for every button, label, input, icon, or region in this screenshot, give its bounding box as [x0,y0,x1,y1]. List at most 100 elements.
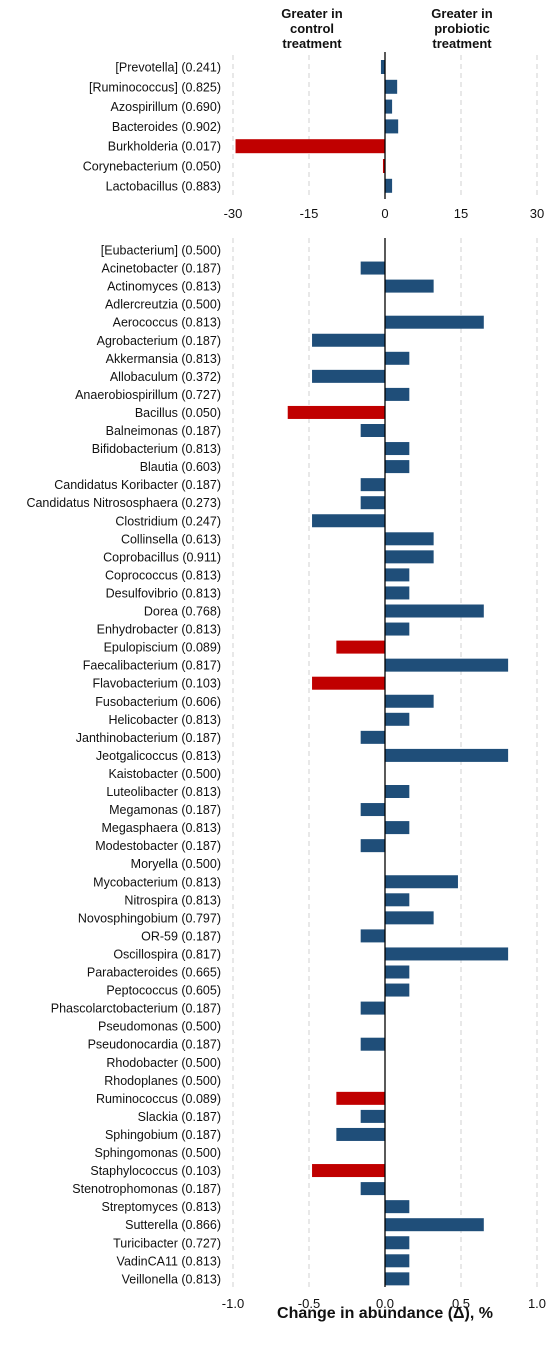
top-category-label: [Prevotella] (0.241) [115,61,221,75]
bottom-category-label: Nitrospira (0.813) [124,893,221,907]
bottom-bar [360,730,385,744]
bottom-bar [385,1236,410,1250]
bottom-category-label: Sphingomonas (0.500) [95,1146,221,1160]
bottom-bar [336,1127,385,1141]
bottom-bar [360,1037,385,1051]
bottom-bar [385,604,484,618]
bottom-category-label: OR-59 (0.187) [141,929,221,943]
bottom-category-label: Rhodoplanes (0.500) [104,1074,221,1088]
top-tick-label: 30 [530,206,544,221]
bottom-category-label: Akkermansia (0.813) [106,352,221,366]
bottom-category-label: Balneimonas (0.187) [106,424,221,438]
bottom-category-label: VadinCA11 (0.813) [117,1254,221,1268]
top-tick-label: 0 [381,206,388,221]
bottom-bar [385,460,410,474]
bottom-category-label: Kaistobacter (0.500) [108,767,221,781]
bottom-category-label: Fusobacterium (0.606) [95,695,221,709]
bottom-category-label: Flavobacterium (0.103) [92,677,221,691]
bottom-category-label: Streptomyces (0.813) [102,1200,222,1214]
bottom-bar [385,279,434,293]
bottom-bar [385,785,410,798]
top-category-label: Corynebacterium (0.050) [83,160,221,174]
x-axis-label: Change in abundance (Δ), % [277,1305,493,1322]
bottom-category-label: Coprobacillus (0.911) [103,550,221,564]
bottom-bar [385,893,410,907]
bottom-category-label: Coprococcus (0.813) [105,568,221,582]
bottom-tick-label: -1.0 [222,1296,244,1311]
bottom-category-label: Pseudonocardia (0.187) [88,1038,221,1052]
bottom-bar [360,803,385,817]
bottom-category-label: Adlercreutzia (0.500) [105,298,221,312]
bottom-bar [312,1164,385,1178]
bottom-bar [385,658,509,672]
bottom-category-label: Helicobacter (0.813) [108,713,221,727]
header-probiotic-treatment: Greater in probiotic treatment [431,6,493,51]
bottom-bar [287,405,385,419]
bottom-bar [385,315,484,329]
bottom-bar [385,965,410,979]
bottom-tick-label: 0.5 [452,1296,470,1311]
top-tick-label: -15 [300,206,319,221]
bottom-category-label: Bacillus (0.050) [135,406,221,420]
bottom-bar [360,1182,385,1196]
bottom-bar [360,839,385,853]
bottom-tick-label: 1.0 [528,1296,546,1311]
bottom-category-label: Oscillospira (0.817) [113,947,221,961]
bottom-category-label: Parabacteroides (0.665) [87,966,221,980]
bottom-bar [385,875,458,889]
bottom-category-label: Blautia (0.603) [140,460,221,474]
bottom-bar [385,821,410,835]
bottom-category-label: Rhodobacter (0.500) [106,1056,221,1070]
bottom-category-label: Bifidobacterium (0.813) [92,442,221,456]
bottom-category-label: Stenotrophomonas (0.187) [72,1182,221,1196]
top-bar [385,178,393,193]
bottom-category-label: Peptococcus (0.605) [106,984,221,998]
bottom-bar [385,622,410,636]
top-category-label: [Ruminococcus] (0.825) [89,80,221,94]
top-bar [385,79,398,94]
bottom-bar [385,586,410,600]
bottom-category-label: Candidatus Nitrososphaera (0.273) [26,496,221,510]
bottom-category-label: Jeotgalicoccus (0.813) [96,749,221,763]
bottom-bar [385,568,410,582]
bottom-category-label: Acinetobacter (0.187) [101,262,221,276]
bottom-category-label: Staphylococcus (0.103) [90,1164,221,1178]
bottom-tick-label: -0.5 [298,1296,320,1311]
top-category-label: Azospirillum (0.690) [111,100,221,114]
bottom-category-label: Enhydrobacter (0.813) [97,623,221,637]
top-tick-label: -30 [224,206,243,221]
bottom-bar [385,351,410,365]
bottom-category-label: Veillonella (0.813) [122,1272,221,1286]
bottom-bar [385,694,434,708]
bottom-bar [385,532,434,546]
bottom-bar [312,333,385,347]
top-category-label: Bacteroides (0.902) [112,120,221,134]
bottom-bar [385,947,509,961]
bottom-category-label: Megamonas (0.187) [109,803,221,817]
bottom-bar [312,514,385,528]
bottom-bar [360,261,385,275]
bottom-bar [360,1001,385,1015]
top-bar [382,159,385,173]
bottom-bar [312,369,385,383]
bottom-bar [312,676,385,690]
bottom-category-label: Ruminococcus (0.089) [96,1092,221,1106]
bottom-bar [336,1091,385,1105]
bottom-bar [336,640,385,654]
header-control-treatment: Greater in control treatment [281,6,343,51]
bottom-category-label: Allobaculum (0.372) [110,370,221,384]
bottom-bar [385,983,410,997]
bottom-bar [385,1272,410,1286]
bottom-category-label: Anaerobiospirillum (0.727) [75,388,221,402]
top-bar [235,139,385,154]
bottom-category-label: Megasphaera (0.813) [101,821,221,835]
bottom-bar [360,1109,385,1123]
top-category-label: Lactobacillus (0.883) [106,179,221,193]
bottom-category-label: Turicibacter (0.727) [113,1236,221,1250]
bottom-bar [385,1254,410,1268]
top-bar [385,99,393,114]
bottom-category-label: Epulopiscium (0.089) [104,641,221,655]
bottom-bar [385,911,434,925]
bottom-category-label: Moryella (0.500) [131,857,221,871]
